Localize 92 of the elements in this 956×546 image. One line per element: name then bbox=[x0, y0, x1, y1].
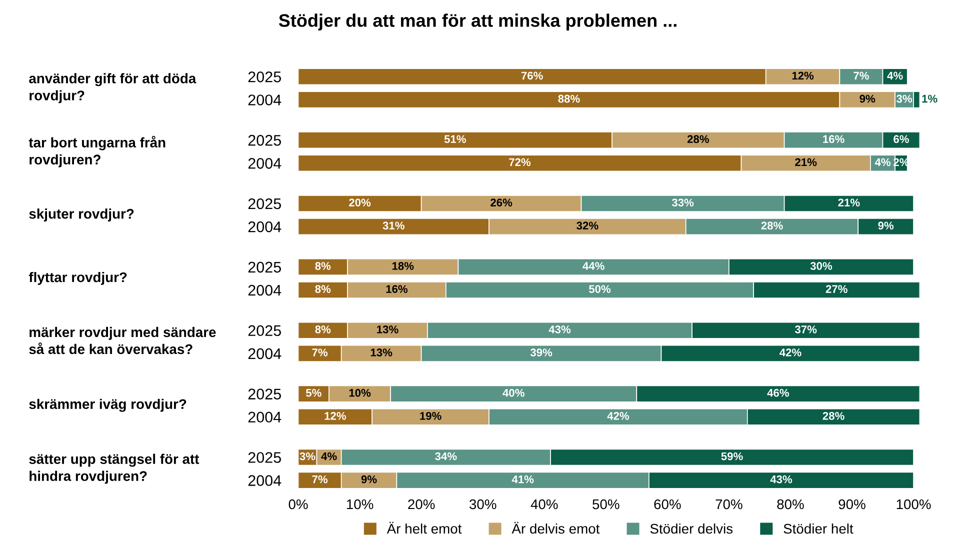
data-label: 32% bbox=[576, 222, 598, 230]
data-label: 31% bbox=[382, 222, 404, 230]
data-label: 43% bbox=[770, 475, 792, 484]
chart-title: Stödjer du att man för att minska problemen ... bbox=[278, 14, 676, 30]
x-tick-label: 40% bbox=[530, 499, 558, 510]
data-label: 50% bbox=[588, 285, 611, 293]
data-label: 1% bbox=[922, 94, 938, 103]
data-label: 41% bbox=[512, 475, 534, 484]
data-label: 12% bbox=[792, 72, 814, 80]
data-label: 16% bbox=[823, 135, 844, 144]
y-tick-label: 2004 bbox=[248, 475, 282, 486]
data-label: 13% bbox=[370, 348, 392, 356]
x-tick-label: 80% bbox=[777, 499, 804, 510]
x-tick-label: 60% bbox=[654, 499, 681, 510]
data-label: 88% bbox=[558, 94, 580, 103]
data-label: 26% bbox=[490, 198, 512, 206]
x-tick-label: 50% bbox=[592, 499, 620, 510]
data-label: 39% bbox=[530, 348, 552, 356]
y-tick-label: 2004 bbox=[248, 158, 282, 169]
data-label: 3% bbox=[896, 94, 912, 103]
data-label: 28% bbox=[822, 412, 844, 420]
data-label: 16% bbox=[386, 285, 408, 293]
data-label: 43% bbox=[548, 325, 571, 334]
x-tick-label: 0% bbox=[288, 499, 308, 510]
data-label: 9% bbox=[878, 222, 894, 230]
data-label: 20% bbox=[349, 198, 371, 206]
y-tick-label: 2004 bbox=[248, 412, 282, 423]
data-label: 7% bbox=[312, 348, 328, 356]
data-label: 8% bbox=[315, 262, 331, 270]
legend-label: Är helt emot bbox=[386, 522, 462, 534]
data-label: 34% bbox=[435, 452, 457, 460]
y-tick-label: 2025 bbox=[248, 71, 281, 82]
data-label: 37% bbox=[794, 325, 817, 334]
y-tick-label: 2025 bbox=[248, 134, 281, 146]
y-tick-label: 2025 bbox=[248, 388, 281, 400]
data-label: 76% bbox=[521, 72, 543, 80]
data-label: 42% bbox=[607, 412, 630, 420]
x-tick-label: 100% bbox=[896, 499, 931, 510]
y-tick-label: 2025 bbox=[248, 262, 281, 273]
data-label: 4% bbox=[887, 72, 903, 80]
y-tick-label: 2025 bbox=[248, 198, 281, 210]
data-label: 9% bbox=[860, 94, 876, 103]
data-label: 13% bbox=[377, 325, 398, 334]
x-tick-label: 70% bbox=[716, 499, 742, 510]
data-label: 8% bbox=[315, 325, 331, 334]
data-label: 21% bbox=[838, 198, 860, 206]
x-tick-label: 30% bbox=[469, 499, 496, 510]
data-label: 6% bbox=[894, 135, 909, 144]
data-label: 30% bbox=[810, 262, 832, 270]
y-tick-label: 2025 bbox=[248, 452, 281, 463]
data-label: 27% bbox=[826, 285, 848, 293]
data-label: 8% bbox=[315, 285, 331, 293]
data-label: 28% bbox=[761, 222, 783, 230]
data-label: 44% bbox=[582, 262, 604, 270]
data-label: 28% bbox=[687, 135, 710, 144]
text: märker rovdjur med sändare så att de kan övervakas? bbox=[29, 326, 216, 354]
data-label: 3% bbox=[300, 452, 316, 460]
y-tick-label: 2004 bbox=[248, 94, 282, 106]
data-label: 46% bbox=[767, 388, 789, 397]
data-label: 12% bbox=[324, 412, 346, 420]
data-label: 7% bbox=[854, 72, 869, 80]
legend-label: Är delvis emot bbox=[512, 522, 600, 534]
x-tick-label: 10% bbox=[346, 499, 374, 510]
legend-label: Stödier helt bbox=[784, 523, 854, 534]
legend-label: Stödier delvis bbox=[650, 523, 733, 534]
data-label: 40% bbox=[502, 388, 524, 397]
data-label: 33% bbox=[672, 198, 694, 206]
data-label: 59% bbox=[721, 452, 743, 460]
data-label: 5% bbox=[306, 388, 322, 397]
text: använder gift för att döda rovdjur? bbox=[29, 73, 196, 104]
data-label: 51% bbox=[444, 135, 466, 144]
text: skrämmer iväg rovdjur? bbox=[29, 398, 186, 412]
data-label: 19% bbox=[420, 412, 442, 420]
data-label: 42% bbox=[780, 348, 802, 356]
data-label: 21% bbox=[795, 158, 817, 166]
data-label: 10% bbox=[349, 388, 371, 397]
data-label: 18% bbox=[392, 262, 414, 270]
data-label: 72% bbox=[509, 158, 531, 166]
data-label: 4% bbox=[874, 158, 890, 166]
text: sätter upp stängsel för att hindra rovdjuren? bbox=[29, 454, 200, 484]
text: flyttar rovdjur? bbox=[28, 272, 127, 285]
x-tick-label: 90% bbox=[838, 499, 866, 510]
data-label: 4% bbox=[321, 452, 337, 460]
y-tick-label: 2004 bbox=[248, 348, 282, 360]
data-label: 9% bbox=[361, 475, 377, 484]
text: tar bort ungarna från rovdjuren? bbox=[28, 136, 166, 168]
y-tick-label: 2025 bbox=[248, 325, 281, 336]
x-tick-label: 20% bbox=[408, 499, 435, 510]
data-label: 7% bbox=[312, 475, 328, 484]
text: skjuter rovdjur? bbox=[29, 208, 134, 222]
y-tick-label: 2004 bbox=[248, 284, 282, 296]
y-tick-label: 2004 bbox=[248, 221, 282, 232]
